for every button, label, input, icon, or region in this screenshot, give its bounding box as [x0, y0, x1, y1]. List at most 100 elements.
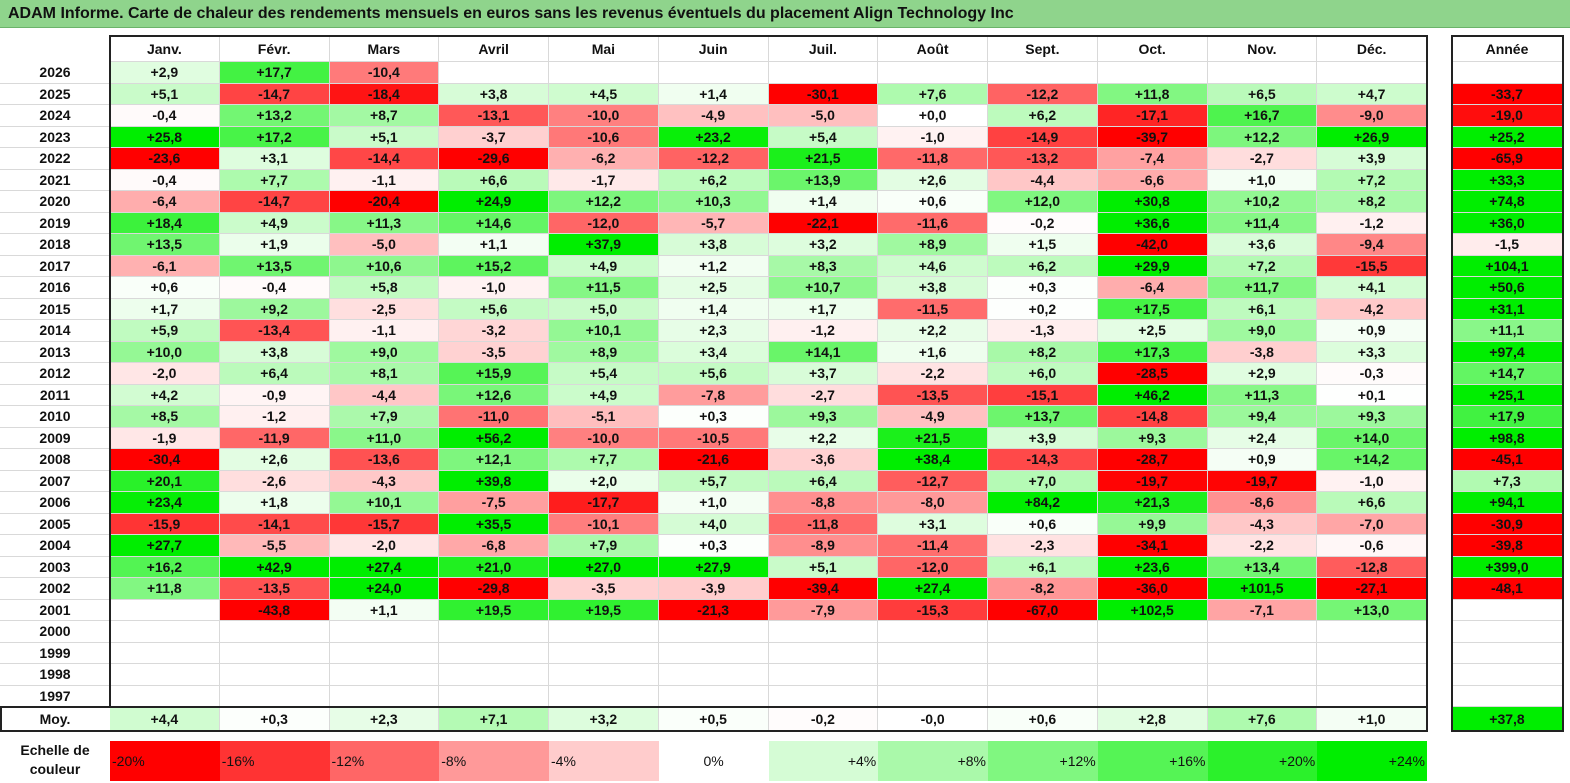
heatmap-cell: +10,1 [549, 320, 659, 342]
average-cell: -0,0 [878, 707, 988, 731]
heatmap-cell: +8,7 [329, 105, 440, 127]
year-label: 2013 [0, 341, 110, 363]
year-label: 2009 [0, 427, 110, 449]
heatmap-cell: -13,4 [219, 320, 330, 342]
color-scale-step: -16% [219, 741, 330, 781]
heatmap-cell: -10,6 [549, 126, 659, 148]
heatmap-cell: +2,4 [1207, 427, 1318, 449]
heatmap-cell: +25,8 [110, 126, 220, 148]
heatmap-cell: +2,3 [658, 320, 769, 342]
heatmap-cell: -2,6 [219, 470, 330, 492]
month-header: Juin [658, 36, 769, 62]
heatmap-cell: +1,5 [988, 234, 1098, 256]
heatmap-cell: +8,3 [768, 255, 879, 277]
heatmap-cell [658, 62, 769, 84]
heatmap-cell: +2,2 [768, 427, 879, 449]
heatmap-cell: +10,0 [110, 341, 220, 363]
annual-cell [1452, 685, 1563, 707]
heatmap-cell: +13,2 [219, 105, 330, 127]
heatmap-cell [219, 642, 330, 664]
color-scale-step: -8% [439, 741, 549, 781]
heatmap-cell: +4,7 [1317, 83, 1427, 105]
heatmap-cell: -0,3 [1317, 363, 1427, 385]
heatmap-cell: +7,7 [549, 449, 659, 471]
heatmap-cell: +36,6 [1097, 212, 1208, 234]
heatmap-cell: +8,2 [988, 341, 1098, 363]
heatmap-cell: -6,6 [1097, 169, 1208, 191]
heatmap-cell: +4,9 [549, 255, 659, 277]
heatmap-cell: -4,4 [329, 384, 440, 406]
heatmap-cell: -12,8 [1317, 556, 1427, 578]
heatmap-cell: -67,0 [988, 599, 1098, 621]
heatmap-cell: -28,5 [1097, 363, 1208, 385]
average-cell: +0,5 [658, 707, 769, 731]
color-scale-step: -12% [329, 741, 440, 781]
heatmap-cell: +23,6 [1097, 556, 1208, 578]
heatmap-cell: +42,9 [219, 556, 330, 578]
year-label: 2001 [0, 599, 110, 621]
heatmap-cell: -2,7 [768, 384, 879, 406]
average-cell: +0,6 [988, 707, 1098, 731]
annual-cell: -1,5 [1452, 234, 1563, 256]
heatmap-cell: +6,0 [988, 363, 1098, 385]
heatmap-cell: -14,1 [219, 513, 330, 535]
heatmap-cell: -7,1 [1207, 599, 1318, 621]
heatmap-cell [439, 62, 549, 84]
average-cell: +3,2 [549, 707, 659, 731]
year-label: 2023 [0, 126, 110, 148]
heatmap-cell: +8,5 [110, 406, 220, 428]
heatmap-cell: -5,5 [219, 535, 330, 557]
heatmap-cell: +18,4 [110, 212, 220, 234]
annual-cell: +94,1 [1452, 492, 1563, 514]
heatmap-cell [878, 642, 988, 664]
year-label: 2017 [0, 255, 110, 277]
heatmap-cell: -28,7 [1097, 449, 1208, 471]
heatmap-cell: +1,0 [1207, 169, 1318, 191]
heatmap-cell: +9,3 [1097, 427, 1208, 449]
annual-cell: -33,7 [1452, 83, 1563, 105]
heatmap-cell: -14,8 [1097, 406, 1208, 428]
heatmap-cell: -0,9 [219, 384, 330, 406]
heatmap-cell: +84,2 [988, 492, 1098, 514]
heatmap-cell: +0,3 [988, 277, 1098, 299]
heatmap-cell: +2,2 [878, 320, 988, 342]
heatmap-cell: -14,3 [988, 449, 1098, 471]
heatmap-cell: +17,2 [219, 126, 330, 148]
heatmap-cell [1317, 664, 1427, 686]
heatmap-cell: +8,9 [878, 234, 988, 256]
heatmap-cell: -1,2 [219, 406, 330, 428]
heatmap-cell: +5,8 [329, 277, 440, 299]
heatmap-cell: +8,1 [329, 363, 440, 385]
heatmap-cell: +3,1 [219, 148, 330, 170]
heatmap-cell: +3,9 [988, 427, 1098, 449]
heatmap-cell: +38,4 [878, 449, 988, 471]
heatmap-cell: -9,0 [1317, 105, 1427, 127]
heatmap-cell: +35,5 [439, 513, 549, 535]
heatmap-cell: -8,8 [768, 492, 879, 514]
heatmap-cell: -2,0 [110, 363, 220, 385]
heatmap-cell: -3,5 [439, 341, 549, 363]
heatmap-cell: +9,4 [1207, 406, 1318, 428]
month-header: Août [878, 36, 988, 62]
heatmap-cell [549, 685, 659, 707]
heatmap-cell: -36,0 [1097, 578, 1208, 600]
color-scale-step: +4% [768, 741, 879, 781]
heatmap-cell: -15,3 [878, 599, 988, 621]
heatmap-cell: -3,2 [439, 320, 549, 342]
heatmap-cell: +1,9 [219, 234, 330, 256]
heatmap-cell: +27,0 [549, 556, 659, 578]
year-label: 2008 [0, 449, 110, 471]
heatmap-cell: -1,7 [549, 169, 659, 191]
heatmap-cell: +3,8 [878, 277, 988, 299]
heatmap-cell: +2,9 [110, 62, 220, 84]
heatmap-cell: +4,5 [549, 83, 659, 105]
heatmap-cell: -15,7 [329, 513, 440, 535]
average-cell: +2,3 [329, 707, 440, 731]
heatmap-cell: +4,0 [658, 513, 769, 535]
heatmap-cell: +56,2 [439, 427, 549, 449]
heatmap-cell: -0,2 [988, 212, 1098, 234]
heatmap-cell: +7,2 [1317, 169, 1427, 191]
heatmap-cell: +21,5 [878, 427, 988, 449]
heatmap-cell [110, 642, 220, 664]
heatmap-cell: -1,0 [439, 277, 549, 299]
